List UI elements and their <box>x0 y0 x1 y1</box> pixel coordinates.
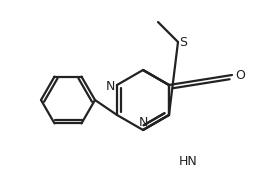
Text: O: O <box>235 68 245 82</box>
Text: HN: HN <box>179 155 197 168</box>
Text: N: N <box>138 116 148 129</box>
Text: S: S <box>179 36 187 48</box>
Text: N: N <box>106 80 115 92</box>
